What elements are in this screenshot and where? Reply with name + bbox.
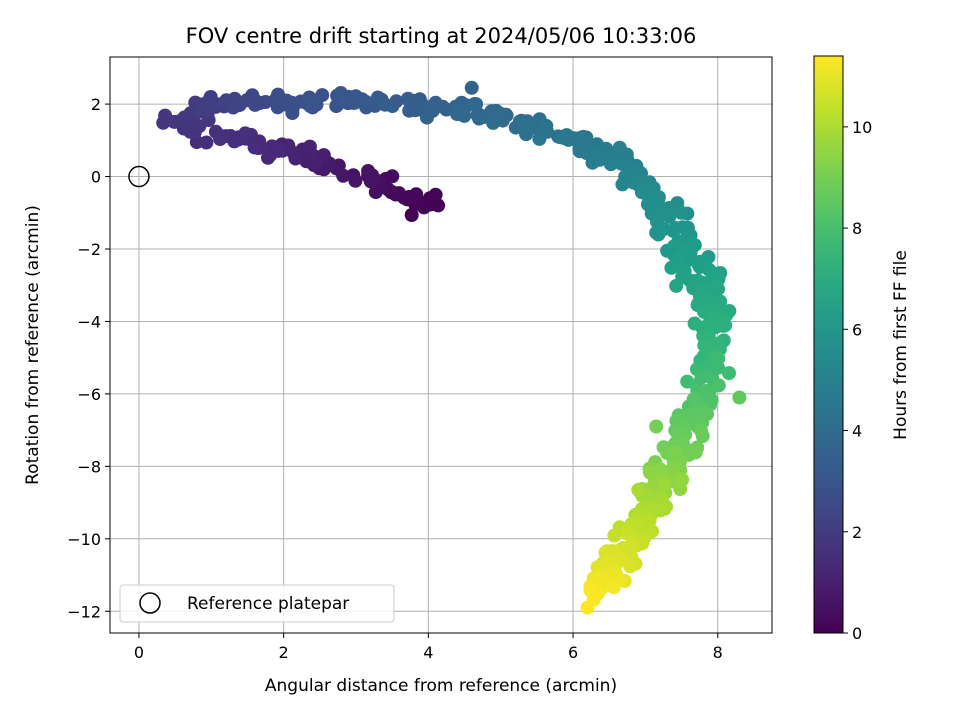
data-point — [649, 419, 664, 434]
colorbar-label: Hours from first FF file — [891, 250, 911, 440]
data-point — [337, 90, 351, 105]
x-axis-label: Angular distance from reference (arcmin) — [265, 676, 617, 696]
data-point — [614, 156, 629, 171]
data-point — [709, 319, 724, 334]
data-point — [450, 107, 465, 122]
data-point — [248, 97, 262, 112]
data-point — [612, 140, 627, 155]
legend-label-reference-platepar: Reference platepar — [187, 594, 349, 614]
x-tick-label: 4 — [423, 643, 433, 662]
data-point — [688, 445, 703, 460]
colorbar-tick-label: 4 — [852, 422, 862, 441]
data-point — [592, 152, 607, 167]
data-point — [199, 135, 214, 150]
data-point — [674, 205, 689, 220]
data-point — [385, 185, 400, 200]
data-point — [711, 351, 726, 366]
legend-box — [119, 584, 395, 623]
colorbar-ticks: 0 2 4 6 8 10 — [843, 118, 872, 643]
data-point — [694, 424, 709, 439]
data-point — [532, 131, 547, 146]
data-point — [673, 472, 688, 487]
y-tick-label: −2 — [77, 240, 101, 259]
y-tick-label: −10 — [67, 530, 101, 549]
data-point — [519, 115, 534, 130]
y-tick-label: −12 — [67, 602, 101, 621]
data-point — [732, 390, 747, 405]
data-point — [404, 208, 419, 222]
data-point — [624, 539, 639, 553]
data-point — [686, 392, 701, 407]
plot-frame — [109, 56, 773, 634]
data-point — [603, 157, 618, 172]
reference-platepar-marker — [128, 165, 150, 188]
data-point — [656, 478, 671, 493]
y-tick-label: 2 — [91, 95, 101, 114]
y-tick-label: 0 — [91, 168, 101, 187]
data-point — [213, 132, 228, 146]
colorbar-tick-label: 0 — [852, 624, 862, 643]
x-tick-label: 2 — [279, 643, 289, 662]
data-point — [378, 97, 393, 112]
x-tick-label: 6 — [568, 643, 578, 662]
colorbar-tick-label: 2 — [852, 523, 862, 542]
data-point — [194, 103, 209, 118]
y-tick-label: −4 — [77, 312, 101, 331]
data-point — [606, 580, 621, 595]
data-point — [662, 209, 677, 224]
scatter-points — [156, 80, 747, 615]
data-point — [691, 257, 706, 272]
data-point — [409, 187, 424, 202]
data-point — [519, 127, 534, 142]
data-point — [631, 482, 646, 497]
data-point — [464, 80, 479, 95]
data-point — [302, 139, 317, 154]
data-point — [722, 366, 736, 381]
colorbar — [813, 55, 844, 634]
data-point — [580, 600, 595, 615]
colorbar-tick-label: 8 — [852, 219, 862, 238]
data-point — [363, 174, 378, 189]
data-point — [642, 513, 657, 528]
data-point — [271, 143, 286, 158]
data-point — [711, 378, 726, 393]
data-point — [285, 101, 300, 115]
data-point — [607, 528, 622, 543]
legend: Reference platepar — [119, 584, 395, 623]
data-point — [694, 370, 709, 385]
data-point — [348, 173, 363, 188]
data-point — [467, 97, 482, 111]
data-point — [368, 185, 383, 200]
chart-title: FOV centre drift starting at 2024/05/06 … — [186, 24, 697, 48]
data-point — [402, 103, 417, 118]
data-point — [206, 98, 221, 113]
x-tick-label: 8 — [713, 643, 723, 662]
x-axis-ticks: 0 2 4 6 8 — [134, 633, 723, 662]
legend-open-circle-marker — [139, 592, 161, 614]
data-point — [428, 187, 443, 202]
data-point — [583, 583, 598, 598]
data-point — [669, 278, 684, 293]
y-tick-label: −8 — [77, 457, 101, 476]
reference-marker-layer — [128, 165, 150, 188]
data-point — [302, 90, 317, 105]
y-tick-label: −6 — [77, 385, 101, 404]
data-point — [247, 140, 262, 155]
data-point — [708, 279, 723, 293]
x-tick-label: 0 — [134, 643, 144, 662]
data-point — [674, 260, 688, 275]
y-axis-ticks: −12 −10 −8 −6 −4 −2 0 2 — [67, 95, 110, 621]
data-point — [629, 515, 644, 530]
data-point — [486, 115, 501, 130]
colorbar-tick-label: 10 — [852, 118, 872, 137]
data-point — [557, 131, 572, 145]
data-point — [420, 110, 434, 125]
data-point — [697, 338, 712, 353]
y-axis-label: Rotation from reference (arcmin) — [23, 205, 43, 485]
colorbar-tick-label: 6 — [852, 320, 862, 339]
